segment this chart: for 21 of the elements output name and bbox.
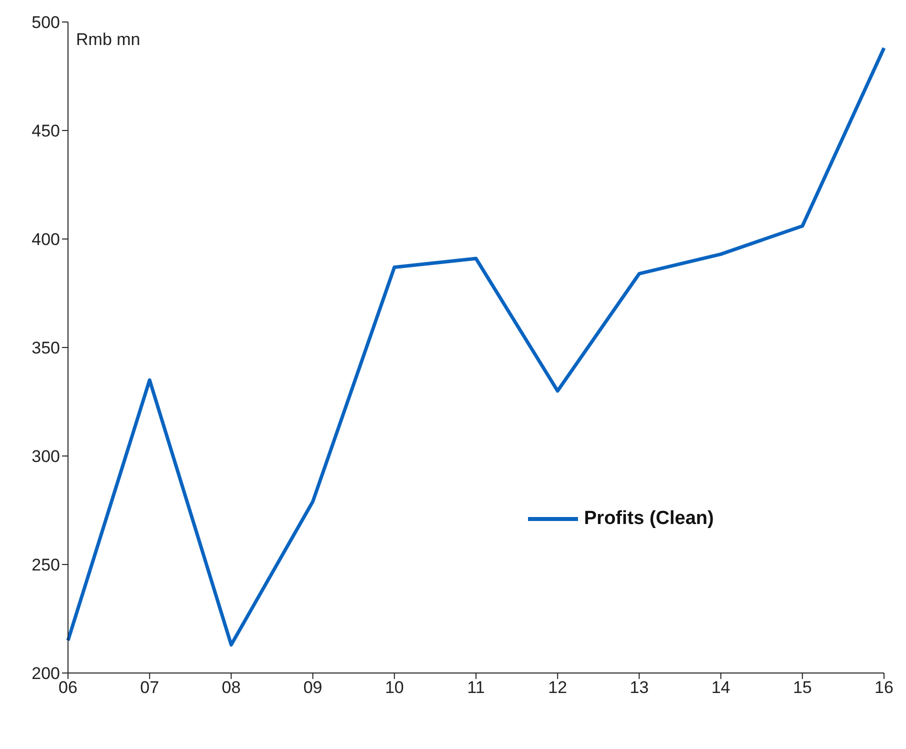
x-tick-label: 13: [630, 678, 649, 698]
x-tick-label: 09: [303, 678, 322, 698]
y-axis-title: Rmb mn: [76, 30, 140, 50]
y-tick-label: 300: [32, 447, 60, 466]
legend-label: Profits (Clean): [584, 508, 714, 530]
x-tick-label: 15: [792, 678, 812, 698]
y-tick-label: 350: [32, 338, 60, 358]
x-tick-label: 12: [548, 678, 568, 698]
x-tick-label: 10: [384, 678, 404, 698]
x-tick-label: 08: [222, 678, 241, 698]
y-tick-label: 400: [32, 230, 60, 250]
y-tick-label: 250: [32, 556, 60, 575]
y-tick-label: 450: [32, 122, 60, 141]
y-tick-label: 200: [32, 664, 60, 684]
x-tick-label: 06: [58, 678, 78, 698]
y-tick-label: 500: [32, 13, 60, 32]
x-tick-label: 07: [140, 678, 160, 698]
x-tick-label: 11: [467, 678, 485, 698]
x-tick-label: 16: [874, 678, 894, 698]
line-series: [66, 46, 886, 647]
x-tick-label: 14: [711, 678, 730, 698]
